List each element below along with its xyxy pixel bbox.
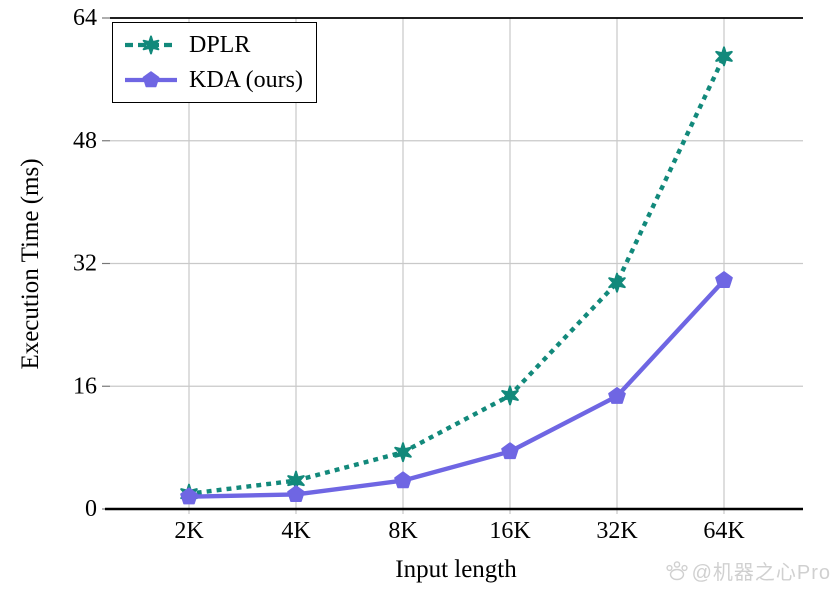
series-line-dplr	[186, 53, 727, 497]
y-tick-label: 32	[73, 251, 97, 277]
pentagon-marker	[501, 442, 519, 460]
pentagon-marker	[608, 386, 626, 404]
x-axis-label: Input length	[395, 556, 517, 583]
legend: DPLR KDA (ours)	[112, 22, 317, 103]
legend-label-dplr: DPLR	[189, 31, 251, 58]
star-marker	[501, 385, 519, 406]
legend-item-dplr: DPLR	[123, 29, 306, 60]
x-tick-label: 4K	[281, 518, 311, 544]
baidu-paw-icon	[665, 560, 688, 580]
dplr-dashed-line-sample	[125, 35, 177, 54]
legend-item-kda: KDA (ours)	[123, 64, 306, 95]
pentagon-marker	[715, 271, 733, 288]
watermark-text: @机器之心Pro	[691, 562, 831, 584]
series-line-kda	[186, 278, 727, 499]
star-marker-icon	[142, 35, 160, 54]
y-tick-label: 16	[73, 373, 97, 399]
y-tick-label: 64	[73, 5, 97, 31]
y-axis-label: Execution Time (ms)	[17, 158, 44, 370]
watermark: @机器之心Pro	[665, 556, 831, 585]
x-tick-label: 2K	[174, 518, 204, 544]
pentagon-marker	[394, 471, 412, 489]
x-tick-label: 32K	[596, 518, 638, 544]
legend-label-kda: KDA (ours)	[189, 66, 303, 93]
x-tick-label: 16K	[489, 518, 531, 544]
y-tick-label: 0	[85, 496, 97, 522]
pentagon-marker	[180, 487, 198, 505]
pentagon-marker	[287, 485, 305, 503]
star-marker	[394, 442, 412, 463]
kda-solid-line-sample	[125, 70, 177, 87]
star-marker	[715, 46, 733, 67]
x-tick-label: 8K	[388, 518, 418, 544]
x-tick-label: 64K	[703, 518, 745, 544]
star-marker	[608, 272, 626, 293]
pentagon-marker-icon	[142, 70, 160, 87]
y-tick-label: 48	[73, 128, 97, 154]
